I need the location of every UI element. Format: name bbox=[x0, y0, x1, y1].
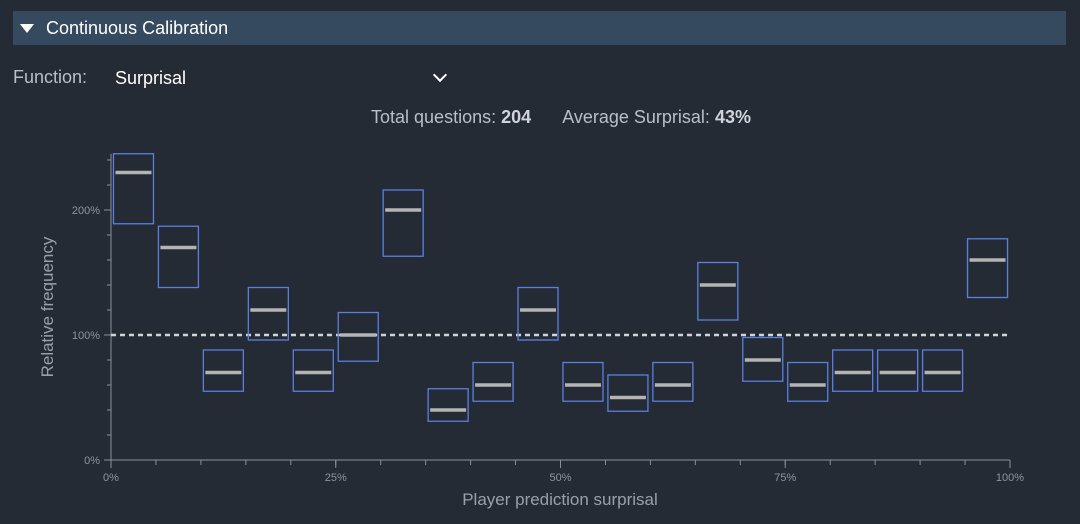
y-tick-label: 200% bbox=[72, 205, 100, 217]
total-questions-label: Total questions: bbox=[371, 107, 497, 127]
calibration-box bbox=[517, 286, 559, 341]
calibration-box bbox=[472, 361, 514, 402]
calibration-box bbox=[292, 349, 334, 392]
y-axis-title: Relative frequency bbox=[38, 236, 57, 377]
calibration-box bbox=[247, 286, 289, 341]
calibration-box bbox=[202, 349, 245, 392]
calibration-box bbox=[157, 225, 200, 289]
function-select-value: Surprisal bbox=[115, 67, 187, 88]
calibration-box bbox=[652, 361, 694, 402]
stats-line: Total questions: 204 Average Surprisal: … bbox=[0, 107, 1080, 128]
calibration-box bbox=[697, 261, 739, 321]
calibration-box bbox=[382, 189, 424, 257]
x-tick-label: 0% bbox=[103, 472, 119, 484]
x-tick-label: 25% bbox=[325, 472, 347, 484]
y-tick-label: 100% bbox=[72, 330, 100, 342]
section-title: Continuous Calibration bbox=[46, 17, 229, 38]
calibration-box bbox=[966, 238, 1009, 299]
average-surprisal-value: 43% bbox=[714, 107, 751, 127]
calibration-box bbox=[562, 361, 604, 402]
calibration-box bbox=[112, 153, 155, 225]
calibration-box bbox=[742, 336, 784, 382]
calibration-box bbox=[427, 388, 469, 422]
calibration-section-header[interactable]: Continuous Calibration bbox=[13, 11, 1066, 45]
average-surprisal-label: Average Surprisal: bbox=[562, 107, 710, 127]
x-axis-title: Player prediction surprisal bbox=[462, 490, 658, 509]
x-tick-label: 50% bbox=[549, 472, 571, 484]
x-tick-label: 100% bbox=[996, 472, 1024, 484]
function-label: Function: bbox=[13, 67, 88, 87]
calibration-box bbox=[921, 349, 964, 392]
x-tick-label: 75% bbox=[774, 472, 796, 484]
calibration-box bbox=[607, 374, 649, 412]
calibration-box bbox=[876, 349, 919, 392]
y-tick-label: 0% bbox=[84, 455, 100, 467]
calibration-box bbox=[832, 349, 874, 392]
collapse-triangle-icon[interactable] bbox=[20, 23, 34, 33]
total-questions-value: 204 bbox=[501, 107, 532, 127]
calibration-box bbox=[787, 361, 829, 402]
function-select[interactable]: Surprisal bbox=[115, 64, 455, 92]
calibration-box bbox=[337, 311, 379, 362]
